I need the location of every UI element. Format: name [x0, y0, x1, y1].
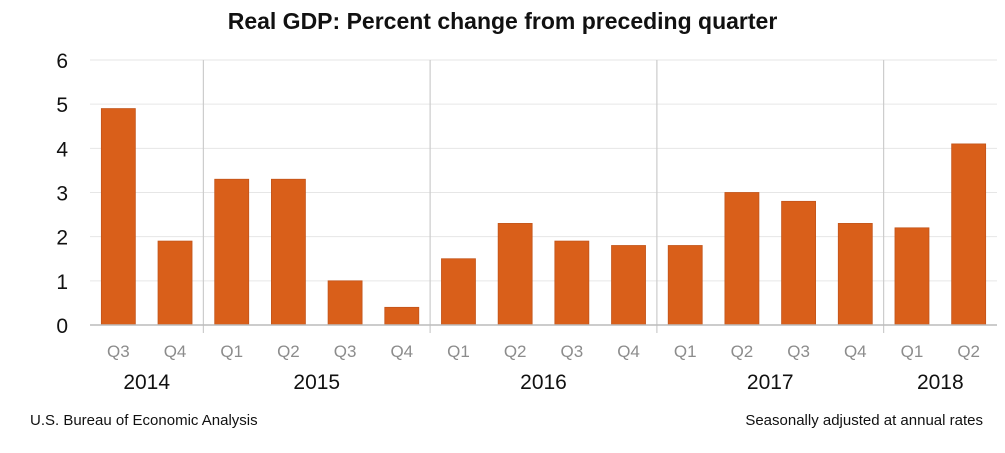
- bar: [441, 258, 476, 326]
- y-tick-label: 6: [56, 50, 68, 73]
- x-tick-label: Q1: [220, 342, 243, 361]
- bar: [611, 245, 646, 326]
- x-tick-label: Q3: [107, 342, 130, 361]
- year-label: 2017: [747, 371, 794, 394]
- year-label: 2015: [293, 371, 340, 394]
- bar: [327, 280, 363, 326]
- bar: [497, 223, 533, 326]
- bar: [837, 223, 873, 326]
- bar: [894, 227, 930, 326]
- x-tick-label: Q1: [901, 342, 924, 361]
- bar: [214, 178, 250, 326]
- bar: [667, 245, 703, 326]
- seasonal-adjustment-note: Seasonally adjusted at annual rates: [745, 412, 983, 429]
- x-tick-label: Q1: [447, 342, 470, 361]
- bar: [724, 192, 760, 326]
- x-tick-label: Q2: [731, 342, 754, 361]
- x-tick-label: Q1: [674, 342, 697, 361]
- bar: [781, 200, 816, 326]
- bar: [100, 108, 136, 326]
- gdp-bar-chart: 0 1 2 3 4 5 6 Q3 Q4 Q1 Q2 Q3 Q4 Q1 Q2 Q3 Q4 Q1 Q2 Q3 Q4 Q1 Q2 2…: [56, 50, 997, 394]
- bar: [271, 178, 306, 326]
- x-tick-label: Q2: [957, 342, 980, 361]
- x-tick-label: Q4: [390, 342, 413, 361]
- x-tick-label: Q2: [504, 342, 527, 361]
- bar: [951, 143, 987, 326]
- y-tick-label: 0: [56, 315, 68, 338]
- y-tick-label: 2: [56, 227, 68, 250]
- bar: [384, 306, 420, 326]
- x-tick-label: Q4: [164, 342, 187, 361]
- y-tick-label: 4: [56, 138, 68, 161]
- y-tick-label: 1: [56, 271, 68, 294]
- bar: [157, 240, 193, 326]
- x-tick-label: Q4: [844, 342, 867, 361]
- source-note: U.S. Bureau of Economic Analysis: [30, 412, 258, 429]
- year-label: 2014: [123, 371, 170, 394]
- y-tick-label: 3: [56, 183, 68, 206]
- year-label: 2018: [917, 371, 964, 394]
- x-tick-label: Q3: [787, 342, 810, 361]
- x-tick-label: Q2: [277, 342, 300, 361]
- x-tick-label: Q3: [334, 342, 357, 361]
- x-tick-label: Q4: [617, 342, 640, 361]
- chart-title: Real GDP: Percent change from preceding …: [227, 8, 778, 34]
- bar: [554, 240, 590, 326]
- y-tick-label: 5: [56, 94, 68, 117]
- x-tick-label: Q3: [561, 342, 584, 361]
- year-label: 2016: [520, 371, 567, 394]
